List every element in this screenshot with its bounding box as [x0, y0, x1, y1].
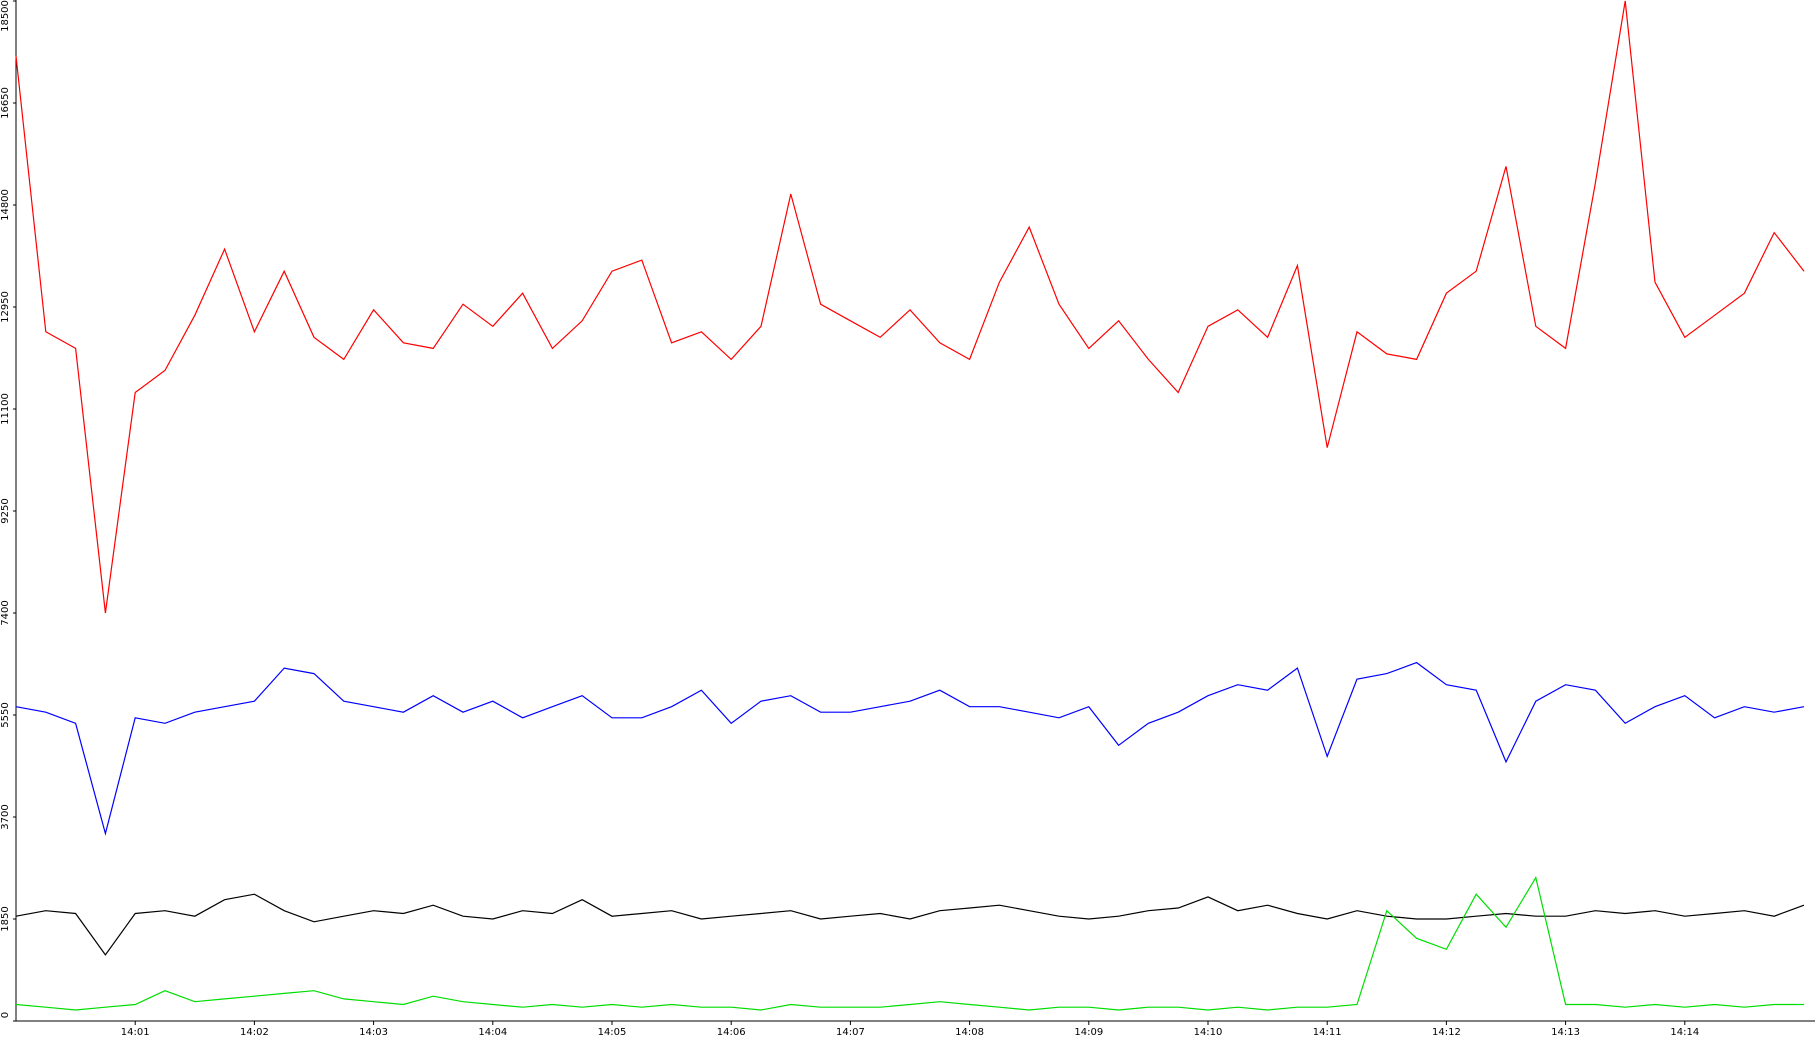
y-tick-label: 16650 — [0, 87, 11, 119]
x-tick-label: 14:02 — [240, 1027, 269, 1038]
x-tick-label: 14:06 — [717, 1027, 746, 1038]
x-tick-label: 14:03 — [359, 1027, 388, 1038]
x-tick-label: 14:12 — [1432, 1027, 1461, 1038]
x-tick-label: 14:09 — [1074, 1027, 1103, 1038]
series-line — [15, 0, 1805, 614]
x-tick-label: 14:05 — [598, 1027, 627, 1038]
series-line — [15, 893, 1805, 956]
series-line — [15, 661, 1805, 836]
series-line — [15, 876, 1804, 1011]
x-tick-label: 14:07 — [836, 1027, 865, 1038]
y-tick-label: 1850 — [0, 906, 11, 931]
x-tick-label: 14:10 — [1194, 1027, 1223, 1038]
y-tick-label: 5550 — [0, 702, 11, 727]
x-tick-label: 14:01 — [121, 1027, 150, 1038]
y-tick-label: 11100 — [0, 393, 11, 425]
x-tick-label: 14:14 — [1670, 1027, 1699, 1038]
y-tick-label: 9250 — [0, 498, 11, 523]
x-tick-label: 14:04 — [478, 1027, 507, 1038]
y-tick-label: 0 — [0, 1012, 11, 1018]
y-tick-label: 3700 — [0, 804, 11, 829]
x-tick-label: 14:11 — [1313, 1027, 1342, 1038]
y-tick-label: 18500 — [0, 0, 11, 32]
y-tick-label: 7400 — [0, 600, 11, 625]
y-tick-label: 14800 — [0, 189, 11, 221]
x-tick-label: 14:08 — [955, 1027, 984, 1038]
y-tick-label: 12950 — [0, 291, 11, 323]
x-tick-label: 14:13 — [1551, 1027, 1580, 1038]
